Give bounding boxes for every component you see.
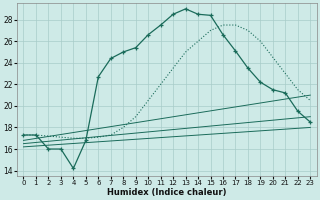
X-axis label: Humidex (Indice chaleur): Humidex (Indice chaleur) (107, 188, 227, 197)
